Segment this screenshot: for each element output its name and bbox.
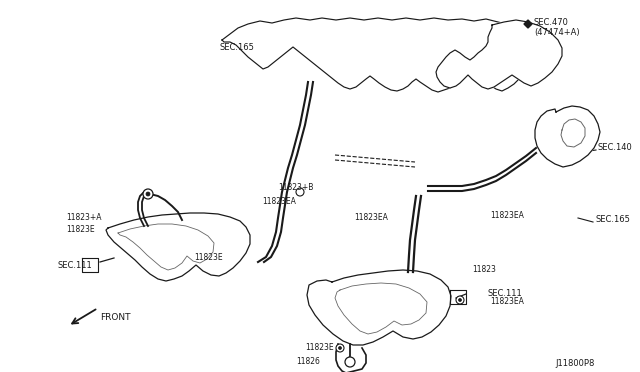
Text: 11823E: 11823E xyxy=(194,253,223,263)
Text: SEC.165: SEC.165 xyxy=(595,215,630,224)
Polygon shape xyxy=(307,270,451,345)
Text: 11823E: 11823E xyxy=(66,225,95,234)
Text: 11823: 11823 xyxy=(472,266,496,275)
Text: 11823+A: 11823+A xyxy=(66,214,102,222)
Text: 11823E: 11823E xyxy=(305,343,333,353)
Circle shape xyxy=(143,189,153,199)
Text: 11823EA: 11823EA xyxy=(354,214,388,222)
Circle shape xyxy=(296,188,304,196)
Text: SEC.111: SEC.111 xyxy=(488,289,523,298)
Text: 11823EA: 11823EA xyxy=(490,212,524,221)
Text: 11823+B: 11823+B xyxy=(278,183,314,192)
Circle shape xyxy=(339,346,342,350)
Text: SEC.165: SEC.165 xyxy=(220,44,255,52)
Polygon shape xyxy=(222,18,538,92)
Polygon shape xyxy=(106,213,250,281)
Text: SEC.470
(47474+A): SEC.470 (47474+A) xyxy=(534,18,580,38)
Text: SEC.111: SEC.111 xyxy=(58,262,93,270)
Text: SEC.140: SEC.140 xyxy=(598,144,633,153)
Circle shape xyxy=(146,192,150,196)
Text: 11826: 11826 xyxy=(296,357,320,366)
Circle shape xyxy=(456,296,464,304)
Polygon shape xyxy=(524,20,532,28)
Text: FRONT: FRONT xyxy=(100,314,131,323)
Polygon shape xyxy=(535,106,600,167)
Text: 11823EA: 11823EA xyxy=(262,198,296,206)
Polygon shape xyxy=(436,20,562,89)
Circle shape xyxy=(336,344,344,352)
Text: 11823EA: 11823EA xyxy=(490,298,524,307)
Circle shape xyxy=(458,298,461,301)
Text: J11800P8: J11800P8 xyxy=(555,359,595,369)
Circle shape xyxy=(345,357,355,367)
